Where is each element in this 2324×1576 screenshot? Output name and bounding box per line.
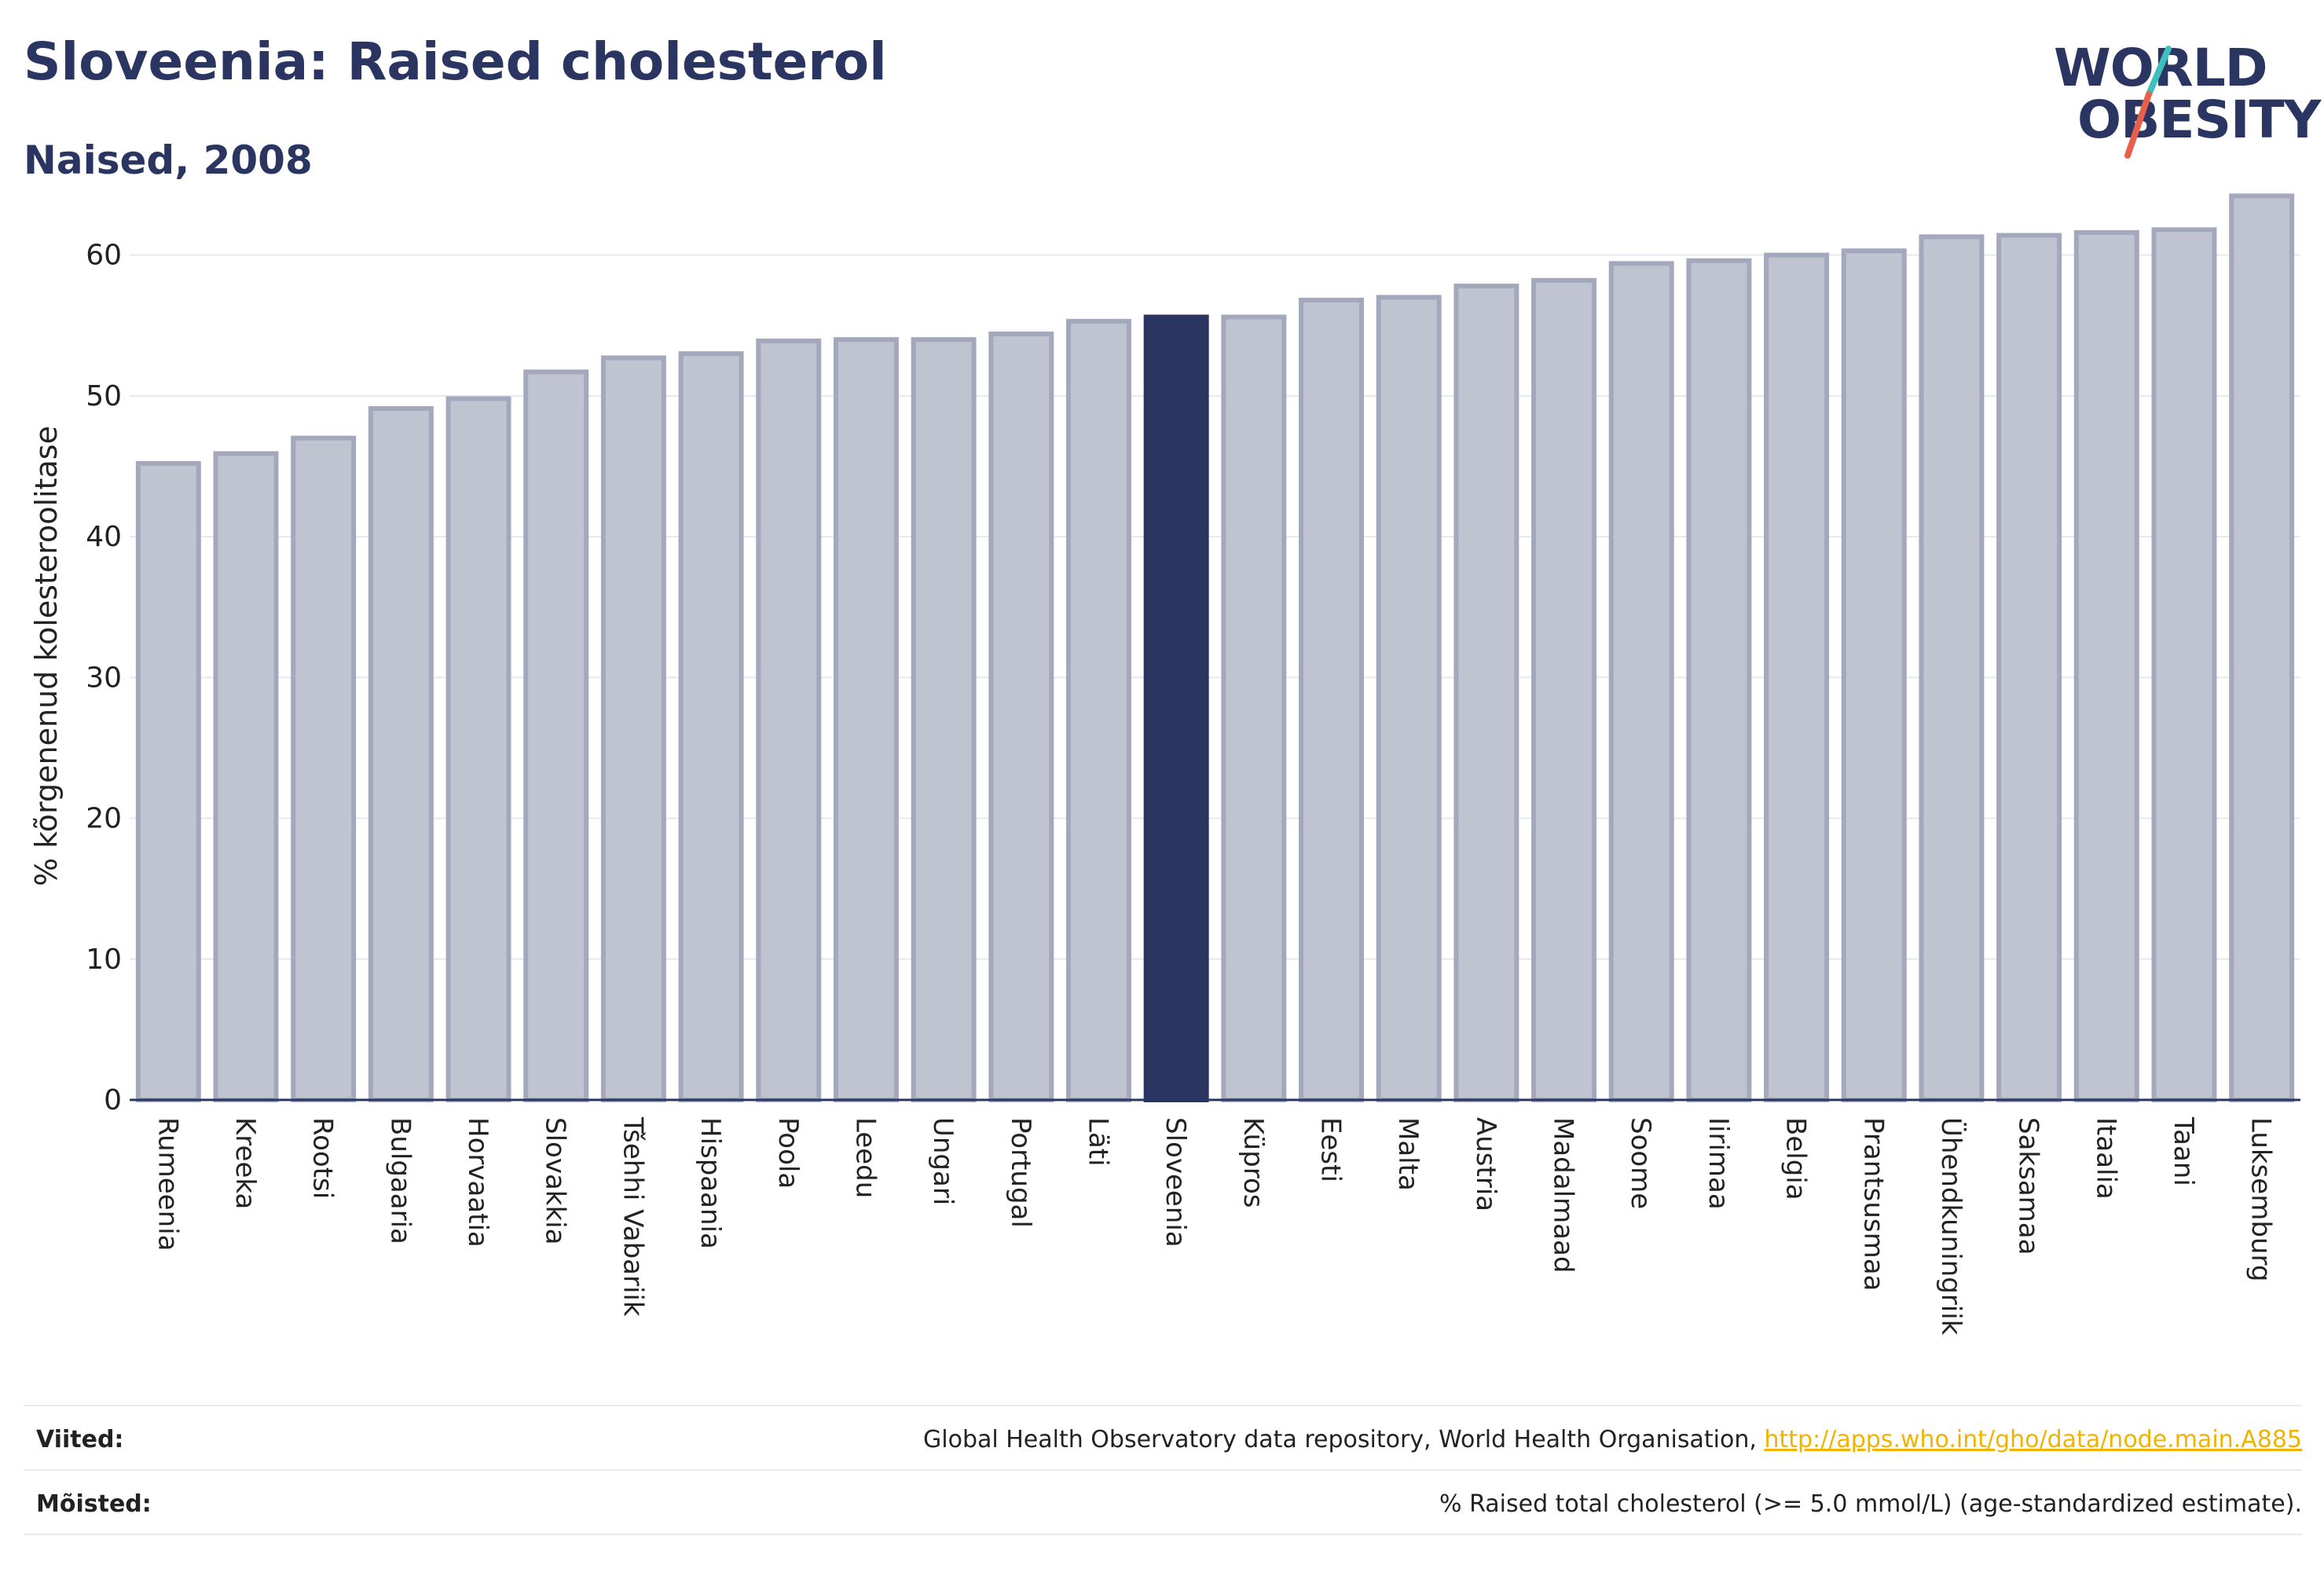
x-tick-label: Rumeenia (152, 1117, 183, 1251)
x-tick-label: Portugal (1005, 1117, 1036, 1228)
world-obesity-logo: WORLD OBESITY (2043, 31, 2321, 165)
x-tick-label: Tšehhi Vabariik (617, 1116, 648, 1317)
x-tick-label: Poola (772, 1117, 804, 1189)
x-tick-label: Ühendkuningriik (1935, 1117, 1967, 1336)
references-row: Viited: Global Health Observatory data r… (24, 1426, 2302, 1457)
bar (1376, 295, 1442, 1102)
logo-line-2: OBESITY (2077, 90, 2321, 150)
definitions-text: % Raised total cholesterol (>= 5.0 mmol/… (1439, 1490, 2302, 1518)
bar (445, 396, 511, 1102)
bar (911, 337, 977, 1102)
x-tick-label: Itaalia (2090, 1117, 2121, 1200)
bar (1764, 252, 1830, 1103)
bar (1608, 261, 1674, 1102)
bar (833, 337, 899, 1102)
x-tick-label: Horvaatia (462, 1117, 493, 1248)
x-tick-label: Hispaania (695, 1117, 726, 1249)
footer-divider-bottom (24, 1534, 2302, 1535)
x-tick-label: Kreeka (229, 1117, 261, 1209)
x-tick-label: Läti (1082, 1117, 1113, 1167)
bar (1299, 297, 1365, 1102)
x-tick-label: Saksamaa (2013, 1117, 2044, 1255)
bar (1686, 258, 1752, 1102)
x-tick-label: Malta (1392, 1117, 1424, 1191)
bar (756, 338, 822, 1102)
x-tick-label: Küpros (1237, 1117, 1269, 1208)
references-text: Global Health Observatory data repositor… (923, 1426, 2302, 1453)
bar (291, 435, 357, 1102)
bar (988, 331, 1054, 1102)
chart-subtitle: Naised, 2008 (24, 137, 313, 183)
bar (213, 451, 279, 1102)
references-link[interactable]: http://apps.who.int/gho/data/node.main.A… (1764, 1426, 2302, 1453)
bar (523, 369, 589, 1102)
bar (678, 351, 744, 1103)
bars (135, 193, 2295, 1103)
logo-slash-icon (2124, 46, 2172, 159)
x-tick-label: Eesti (1315, 1117, 1347, 1182)
bar (1221, 314, 1287, 1102)
bar (1453, 284, 1519, 1102)
x-tick-label: Luksemburg (2245, 1117, 2277, 1281)
chart-title: Sloveenia: Raised cholesterol (24, 31, 887, 92)
y-axis-title: % kõrgenenud kolesteroolitase (29, 426, 64, 886)
bar (1841, 248, 1907, 1103)
y-tick-label: 40 (86, 521, 122, 553)
x-tick-label: Austria (1470, 1117, 1501, 1211)
footer-divider-middle (24, 1469, 2302, 1471)
x-tick-label: Rootsi (307, 1117, 339, 1199)
x-tick-label: Belgia (1780, 1117, 1812, 1200)
y-tick-label: 60 (86, 240, 122, 272)
x-tick-label: Iirimaa (1703, 1117, 1734, 1210)
x-tick-label: Slovakkia (540, 1117, 571, 1244)
bar (2229, 193, 2295, 1102)
references-label: Viited: (36, 1426, 124, 1453)
bar (368, 405, 434, 1102)
references-source: Global Health Observatory data repositor… (923, 1426, 1765, 1453)
y-tick-label: 0 (104, 1084, 122, 1116)
bar (1065, 318, 1131, 1103)
x-tick-label: Ungari (927, 1117, 959, 1205)
bar (1996, 233, 2062, 1102)
bar-chart: 0 10 20 30 40 50 60 Rumeenia Kreeka Rootsi Bulgaa… (29, 193, 2300, 1336)
bar-highlighted (1143, 314, 1209, 1102)
x-tick-label: Taani (2168, 1116, 2199, 1186)
x-tick-label: Leedu (849, 1117, 881, 1198)
y-tick-labels: 0 10 20 30 40 50 60 (86, 240, 122, 1116)
bar (1531, 277, 1597, 1102)
bar (2073, 229, 2139, 1102)
definitions-label: Mõisted: (36, 1490, 152, 1518)
x-tick-label: Bulgaaria (384, 1117, 416, 1244)
bar (1919, 234, 1985, 1102)
bar (600, 355, 666, 1102)
bar (135, 460, 201, 1102)
y-tick-label: 50 (86, 380, 122, 412)
bar (2151, 227, 2217, 1102)
x-tick-label: Prantsusmaa (1857, 1117, 1889, 1291)
x-tick-label: Madalmaad (1548, 1117, 1579, 1273)
x-tick-label: Sloveenia (1160, 1117, 1191, 1248)
y-tick-label: 10 (86, 944, 122, 976)
y-tick-label: 30 (86, 662, 122, 694)
footer-divider-top (24, 1405, 2302, 1406)
definitions-row: Mõisted: % Raised total cholesterol (>= … (24, 1490, 2302, 1522)
x-tick-label: Soome (1625, 1117, 1656, 1209)
y-tick-label: 20 (86, 803, 122, 835)
x-tick-labels: Rumeenia Kreeka Rootsi Bulgaaria Horvaatia Sl… (152, 1116, 2276, 1336)
